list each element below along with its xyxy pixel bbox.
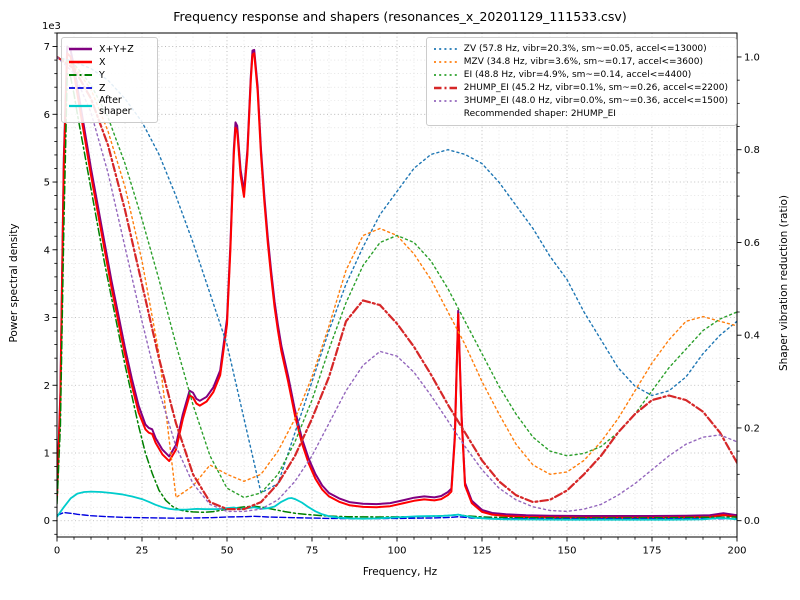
series-after-shaper	[57, 490, 737, 521]
ticks: 0 25 50 75 100 125 150 175 200 0 1 2 3 4 5 6 7 0.0 0.2 0.4 0…	[44, 32, 760, 557]
y-axis-label-right: Shaper vibration reduction (ratio)	[778, 194, 790, 372]
legend-item-zv: ZV (57.8 Hz, vibr=20.3%, sm~=0.05, accel…	[433, 43, 728, 55]
legend-line-sample	[433, 61, 457, 63]
legend-label: Z	[99, 82, 106, 94]
legend-label: Y	[99, 69, 105, 81]
legend-label: MZV (34.8 Hz, vibr=3.6%, sm~=0.17, accel…	[463, 57, 703, 67]
legend-item-3hump-ei: 3HUMP_EI (48.0 Hz, vibr=0.0%, sm~=0.36, …	[433, 95, 728, 107]
legend-line-sample	[433, 86, 457, 90]
series-x	[57, 52, 737, 519]
y-right-tick-label: 1.0	[744, 52, 760, 63]
x-tick-label: 150	[557, 546, 576, 557]
legend-psd: X+Y+Z X Y Z After shaper	[61, 37, 158, 123]
y-right-tick-label: 0.8	[744, 145, 760, 156]
legend-line-sample	[69, 60, 92, 64]
legend-line-sample	[69, 74, 92, 76]
x-tick-label: 100	[387, 546, 406, 557]
x-tick-label: 50	[221, 546, 234, 557]
legend-line-sample	[433, 74, 457, 76]
legend-item-after-shaper: After shaper	[68, 95, 149, 117]
legend-item-xyz: X+Y+Z	[68, 43, 149, 55]
legend-label: 3HUMP_EI (48.0 Hz, vibr=0.0%, sm~=0.36, …	[463, 96, 728, 106]
legend-line-sample	[69, 87, 92, 89]
legend-label: After shaper	[99, 95, 132, 117]
y-right-tick-label: 0.2	[744, 423, 760, 434]
legend-line-sample	[433, 48, 457, 50]
legend-item-y: Y	[68, 69, 149, 81]
y-axis-label-left: Power spectral density	[8, 223, 20, 343]
legend-item-mzv: MZV (34.8 Hz, vibr=3.6%, sm~=0.17, accel…	[433, 56, 728, 68]
y-left-tick-label: 3	[44, 313, 50, 324]
legend-label: EI (48.8 Hz, vibr=4.9%, sm~=0.14, accel<…	[463, 70, 692, 80]
legend-line-sample	[69, 104, 92, 108]
x-tick-label: 200	[727, 546, 746, 557]
y-right-tick-label: 0.0	[744, 516, 760, 527]
y-left-tick-label: 5	[44, 178, 50, 189]
legend-blank-sample	[433, 108, 458, 120]
legend-label: X+Y+Z	[99, 43, 134, 55]
legend-item-x: X	[68, 56, 149, 68]
y-left-tick-label: 1	[44, 449, 50, 460]
y-right-tick-label: 0.6	[744, 238, 760, 249]
y-axis-offset-label: 1e3	[42, 21, 61, 32]
x-axis-label: Frequency, Hz	[362, 566, 438, 578]
x-tick-label: 75	[306, 546, 319, 557]
legend-label: X	[99, 56, 106, 68]
legend-label: Recommended shaper: 2HUMP_EI	[463, 109, 616, 119]
y-left-tick-label: 4	[44, 245, 50, 256]
x-tick-label: 0	[54, 546, 60, 557]
y-left-tick-label: 6	[44, 110, 50, 121]
series-3hump-ei	[57, 56, 737, 513]
series-layer	[57, 45, 737, 521]
legend-item-z: Z	[68, 82, 149, 94]
x-tick-label: 175	[642, 546, 661, 557]
x-tick-label: 125	[472, 546, 491, 557]
legend-label: 2HUMP_EI (45.2 Hz, vibr=0.1%, sm~=0.26, …	[463, 83, 728, 93]
chart-title: Frequency response and shapers (resonanc…	[173, 9, 627, 24]
series-2hump-ei	[57, 55, 737, 511]
legend-line-sample	[433, 100, 457, 102]
y-left-tick-label: 7	[44, 42, 50, 53]
legend-item-2hump-ei: 2HUMP_EI (45.2 Hz, vibr=0.1%, sm~=0.26, …	[433, 82, 728, 94]
series-zv	[57, 56, 737, 494]
y-left-tick-label: 2	[44, 381, 50, 392]
minor-grid	[57, 32, 737, 537]
legend-line-sample	[69, 47, 92, 51]
legend-item-ei: EI (48.8 Hz, vibr=4.9%, sm~=0.14, accel<…	[433, 69, 728, 81]
legend-label: ZV (57.8 Hz, vibr=20.3%, sm~=0.05, accel…	[463, 44, 707, 54]
x-tick-label: 25	[136, 546, 149, 557]
legend-shapers: ZV (57.8 Hz, vibr=20.3%, sm~=0.05, accel…	[425, 37, 737, 126]
legend-item-note: Recommended shaper: 2HUMP_EI	[433, 108, 728, 120]
y-left-tick-label: 0	[44, 516, 50, 527]
y-right-tick-label: 0.4	[744, 331, 760, 342]
